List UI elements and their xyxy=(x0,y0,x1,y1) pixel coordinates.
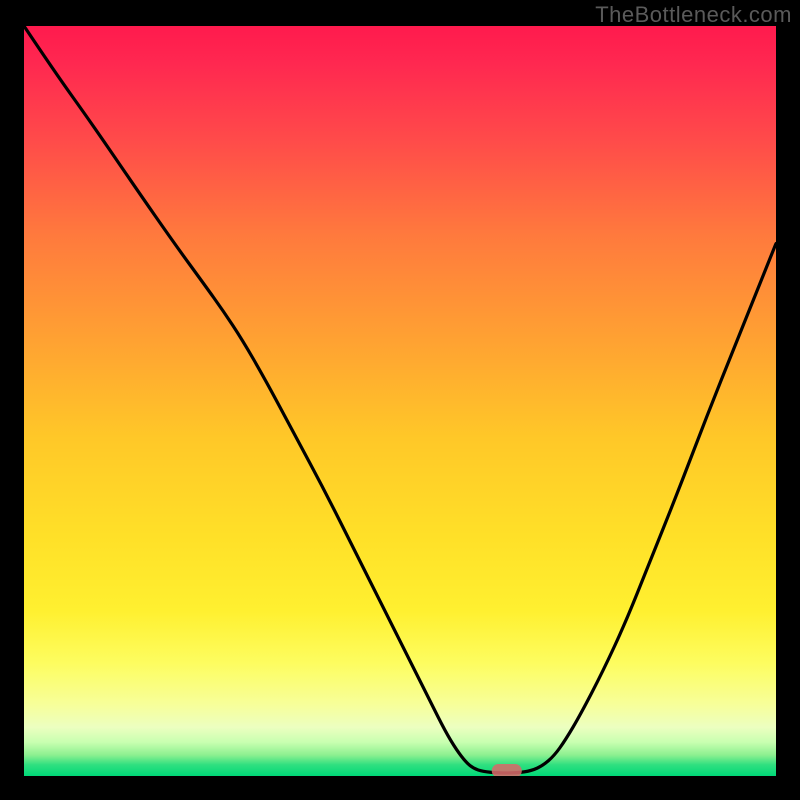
optimum-marker xyxy=(492,764,522,776)
plot-svg xyxy=(24,26,776,776)
watermark-text: TheBottleneck.com xyxy=(595,2,792,28)
chart-frame: TheBottleneck.com xyxy=(0,0,800,800)
plot-area xyxy=(24,26,776,776)
gradient-background xyxy=(24,26,776,776)
